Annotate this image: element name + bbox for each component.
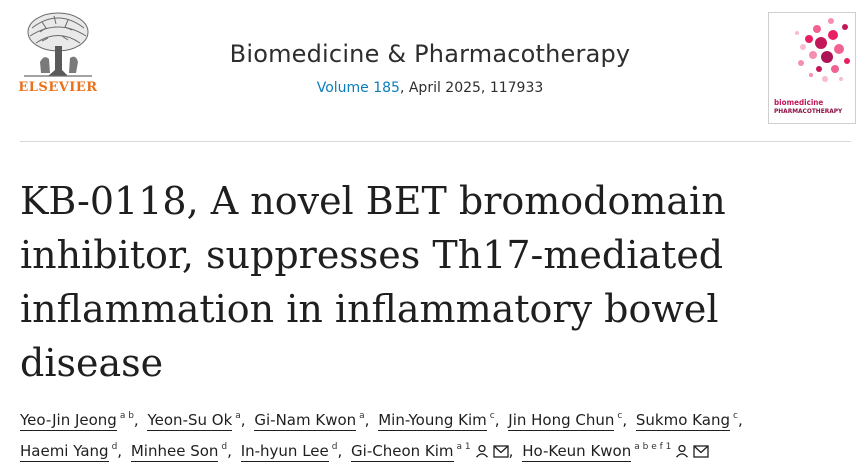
- affiliation-marker[interactable]: a: [235, 411, 241, 421]
- author-separator: ,: [133, 411, 139, 429]
- author-separator: ,: [337, 442, 343, 460]
- elsevier-tree-icon: [24, 12, 92, 77]
- cover-title: biomedicine PHARMACOTHERAPY: [774, 98, 852, 116]
- affiliation-marker[interactable]: a 1: [456, 442, 471, 452]
- affiliation-marker[interactable]: c: [732, 411, 738, 421]
- person-icon[interactable]: [475, 440, 489, 467]
- journal-title[interactable]: Biomedicine & Pharmacotherapy: [229, 40, 631, 68]
- author: Gi-Nam Kwon a,: [254, 411, 373, 431]
- author-name[interactable]: Gi-Cheon Kim: [351, 442, 454, 462]
- author-separator: ,: [508, 442, 514, 460]
- author-list: Yeo-Jin Jeong a b, Yeon-Su Ok a, Gi-Nam Kw…: [20, 403, 850, 467]
- header-divider: [20, 141, 851, 142]
- article-title: KB-0118, A novel BET bromodomain inhibit…: [20, 174, 740, 390]
- journal-cover-image[interactable]: biomedicine PHARMACOTHERAPY: [768, 12, 856, 124]
- author: Yeon-Su Ok a,: [147, 411, 249, 431]
- title-line: KB-0118, A novel BET bromodomain: [20, 179, 726, 223]
- author: Minhee Son d,: [130, 442, 236, 462]
- author-separator: ,: [240, 411, 246, 429]
- publisher-name: ELSEVIER: [18, 80, 98, 95]
- author-name[interactable]: Gi-Nam Kwon: [254, 411, 357, 431]
- email-icon[interactable]: [693, 440, 710, 467]
- author-name[interactable]: Haemi Yang: [20, 442, 109, 462]
- affiliation-marker[interactable]: d: [331, 442, 338, 452]
- author-name[interactable]: Minhee Son: [130, 442, 219, 462]
- author-separator: ,: [227, 442, 232, 460]
- author-name[interactable]: Jin Hong Chun: [508, 411, 615, 431]
- author-separator: ,: [494, 411, 500, 429]
- title-line: disease: [20, 341, 164, 385]
- author-name[interactable]: Yeo-Jin Jeong: [20, 411, 117, 431]
- title-line: inflammation in inflammatory bowel: [20, 287, 719, 331]
- affiliation-marker[interactable]: c: [489, 411, 495, 421]
- author-name[interactable]: In-hyun Lee: [240, 442, 329, 462]
- journal-issue-info: Volume 185, April 2025, 117933: [190, 80, 670, 96]
- author-separator: ,: [117, 442, 123, 460]
- author: Gi-Cheon Kim a 1,: [351, 442, 517, 462]
- cover-title-line2: PHARMACOTHERAPY: [774, 107, 843, 115]
- cover-title-line1: biomedicine: [774, 98, 824, 107]
- affiliation-marker[interactable]: a b e f 1: [634, 442, 672, 452]
- author-name[interactable]: Yeon-Su Ok: [147, 411, 233, 431]
- affiliation-marker[interactable]: a b: [119, 411, 134, 421]
- author: Yeo-Jin Jeong a b,: [20, 411, 143, 431]
- issue-details: , April 2025, 117933: [399, 80, 544, 96]
- journal-header: Biomedicine & Pharmacotherapy Volume 185…: [190, 40, 670, 96]
- author: Jin Hong Chun c,: [508, 411, 631, 431]
- author: Haemi Yang d,: [20, 442, 126, 462]
- person-icon[interactable]: [675, 440, 689, 467]
- author: In-hyun Lee d,: [240, 442, 347, 462]
- publisher-logo[interactable]: [18, 10, 98, 100]
- author: Sukmo Kang c,: [635, 411, 747, 431]
- volume-link[interactable]: Volume 185: [316, 80, 400, 96]
- email-icon[interactable]: [492, 440, 509, 467]
- affiliation-marker[interactable]: d: [221, 442, 228, 452]
- author-separator: ,: [622, 411, 628, 429]
- author: Ho-Keun Kwon a b e f 1: [522, 442, 710, 462]
- author-separator: ,: [364, 411, 370, 429]
- author-separator: ,: [737, 411, 743, 429]
- author-name[interactable]: Ho-Keun Kwon: [522, 442, 632, 462]
- author-name[interactable]: Min-Young Kim: [378, 411, 487, 431]
- affiliation-marker[interactable]: a: [359, 411, 365, 421]
- title-line: inhibitor, suppresses Th17-mediated: [20, 233, 724, 277]
- author-name[interactable]: Sukmo Kang: [635, 411, 730, 431]
- cover-artwork-icon: [795, 18, 850, 82]
- author: Min-Young Kim c,: [378, 411, 503, 431]
- affiliation-marker[interactable]: c: [617, 411, 623, 421]
- affiliation-marker[interactable]: d: [111, 442, 118, 452]
